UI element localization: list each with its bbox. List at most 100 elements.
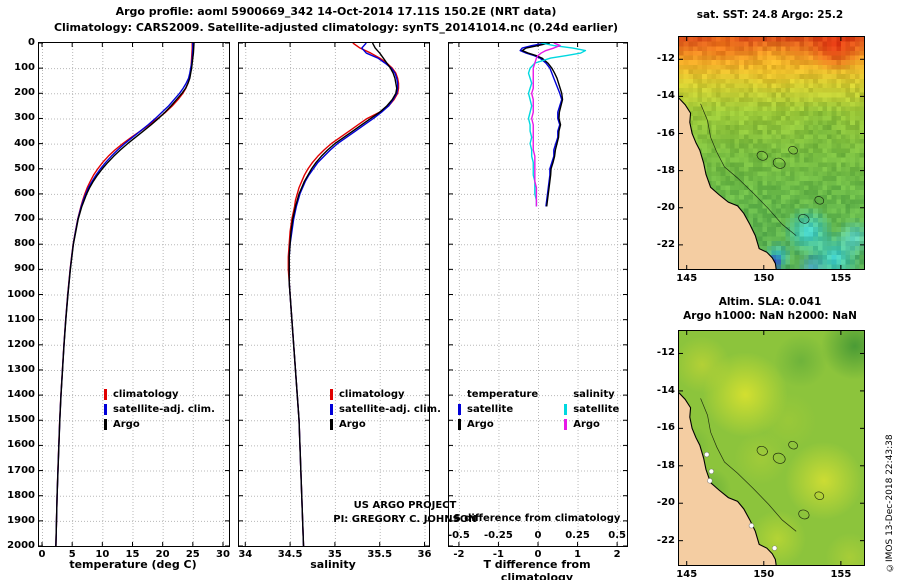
- depth-tick-label: 1500: [7, 414, 35, 426]
- legend-label: satellite: [573, 404, 620, 415]
- legend-label: climatology: [339, 389, 405, 400]
- lon-tick-label: 150: [753, 273, 775, 284]
- lon-tick-label: 145: [676, 273, 698, 284]
- project-name: US ARGO PROJECT: [353, 500, 457, 511]
- sst-map-canvas: [679, 37, 864, 269]
- x-tick-label: -2: [453, 549, 465, 560]
- legend-entry: Argo: [564, 417, 619, 432]
- depth-tick-label: 400: [14, 137, 35, 149]
- depth-tick-label: 1400: [7, 389, 35, 401]
- legend-column-header: salinity: [573, 389, 615, 400]
- argo-line-marker: [458, 419, 461, 430]
- legend-entry: Argo: [458, 417, 538, 432]
- legend-entry: climatology: [330, 387, 441, 402]
- lat-tick-label: -18: [656, 459, 675, 471]
- x-tick-label: 0: [38, 549, 46, 560]
- lon-tick-label: 145: [676, 569, 698, 580]
- depth-tick-label: 700: [14, 213, 35, 225]
- sla-map-canvas: [679, 331, 864, 565]
- depth-tick-label: 1000: [7, 288, 35, 300]
- legend-entry: satellite: [564, 402, 619, 417]
- s-diff-tick-label: 0.25: [565, 530, 590, 541]
- s-diff-tick-label: 0: [534, 530, 542, 541]
- satellite-adj-line-marker: [330, 404, 333, 415]
- difference-profile-panel-canvas: [449, 43, 627, 546]
- sla-map-subtitle: Argo h1000: NaN h2000: NaN: [683, 310, 857, 322]
- lat-tick-label: -20: [656, 201, 675, 213]
- legend-label: Argo: [467, 419, 494, 430]
- x-tick-label: 20: [155, 549, 170, 560]
- depth-tick-label: 0: [28, 37, 35, 48]
- satellite-line-marker: [458, 404, 461, 415]
- depth-tick-label: 200: [14, 87, 35, 99]
- x-tick-label: 1: [574, 549, 582, 560]
- legend-label: Argo: [573, 419, 600, 430]
- t-difference-axis-label: T difference from climatology: [483, 558, 591, 580]
- x-tick-label: 10: [95, 549, 110, 560]
- salinity-axis-label: salinity: [310, 558, 356, 571]
- depth-tick-label: 1100: [7, 313, 35, 325]
- legend-label: Argo: [339, 419, 366, 430]
- lat-tick-label: -16: [656, 127, 675, 139]
- depth-tick-label: 1200: [7, 338, 35, 350]
- depth-tick-label: 600: [14, 187, 35, 199]
- x-tick-label: 2: [613, 549, 621, 560]
- depth-tick-label: 1900: [7, 514, 35, 526]
- legend-label: Argo: [113, 419, 140, 430]
- depth-tick-label: 800: [14, 238, 35, 250]
- depth-tick-label: 1800: [7, 489, 35, 501]
- s-diff-tick-label: -0.5: [447, 530, 470, 541]
- temperature-profile-panel: 0 5 10 15 20 25 30 0 100 200 300 400 500 600 700 800 900…: [7, 37, 230, 560]
- x-tick-label: 35: [327, 549, 342, 560]
- legend-label: satellite-adj. clim.: [113, 404, 215, 415]
- argo-line-marker: [564, 419, 568, 430]
- s-diff-tick-label: 0.5: [608, 530, 626, 541]
- depth-tick-label: 100: [14, 62, 35, 74]
- lat-tick-label: -12: [656, 53, 675, 65]
- x-tick-label: 15: [125, 549, 140, 560]
- satellite-adj-line-marker: [104, 404, 107, 415]
- legend-label: climatology: [113, 389, 179, 400]
- sst-map: 145 150 155 -12 -14 -16 -18 -20 -22: [657, 36, 865, 284]
- legend-label: satellite: [467, 404, 514, 415]
- depth-tick-label: 1300: [7, 363, 35, 375]
- lat-tick-label: -14: [656, 384, 675, 396]
- imos-credit: ©IMOS 13-Dec-2018 22:43:38: [885, 434, 895, 572]
- salinity-profile-panel-canvas: [239, 43, 429, 546]
- x-tick-label: -1: [492, 549, 504, 560]
- depth-tick-label: 1700: [7, 464, 35, 476]
- salinity-profile-panel: 34 34.5 35 35.5 36: [238, 42, 431, 560]
- x-tick-label: 0: [534, 549, 542, 560]
- lat-tick-label: -22: [656, 534, 675, 546]
- climatology-line-marker: [104, 389, 107, 400]
- legend-column-header: temperature: [467, 389, 539, 400]
- sla-map: 145 150 155 -12 -14 -16 -18 -20 -22: [657, 330, 865, 580]
- legend-entry: satellite-adj. clim.: [104, 402, 215, 417]
- lon-tick-label: 150: [753, 569, 775, 580]
- legend-entry: Argo: [104, 417, 215, 432]
- difference-legend: temperature satellite Argo salinity sate…: [458, 387, 619, 432]
- depth-tick-label: 2000: [7, 540, 35, 551]
- lat-tick-label: -20: [656, 497, 675, 509]
- sla-map-title: Altim. SLA: 0.041: [718, 296, 822, 308]
- sst-map-title: sat. SST: 24.8 Argo: 25.2: [696, 9, 844, 21]
- lon-tick-label: 155: [830, 273, 852, 284]
- lon-tick-label: 155: [830, 569, 852, 580]
- depth-tick-label: 900: [14, 263, 35, 275]
- s-diff-tick-label: -0.25: [484, 530, 513, 541]
- difference-profile-panel: -2 -1 0 1 2 -0.5 -0.25 0 0.25 0.5: [448, 42, 628, 560]
- x-tick-label: 36: [417, 549, 432, 560]
- project-pi: PI: GREGORY C. JOHNSON: [333, 514, 477, 525]
- x-tick-label: 35.5: [367, 549, 393, 560]
- x-tick-label: 30: [215, 549, 230, 560]
- temperature-axis-label: temperature (deg C): [69, 558, 197, 571]
- lat-tick-label: -14: [656, 90, 675, 102]
- figure-title: Argo profile: aoml 5900669_342 14-Oct-20…: [115, 5, 557, 18]
- figure-subtitle: Climatology: CARS2009. Satellite-adjuste…: [53, 21, 619, 34]
- x-tick-label: 34.5: [277, 549, 303, 560]
- lat-tick-label: -22: [656, 238, 675, 250]
- s-difference-axis-label: S difference from climatology: [453, 513, 621, 524]
- satellite-line-marker: [564, 404, 568, 415]
- depth-tick-label: 500: [14, 162, 35, 174]
